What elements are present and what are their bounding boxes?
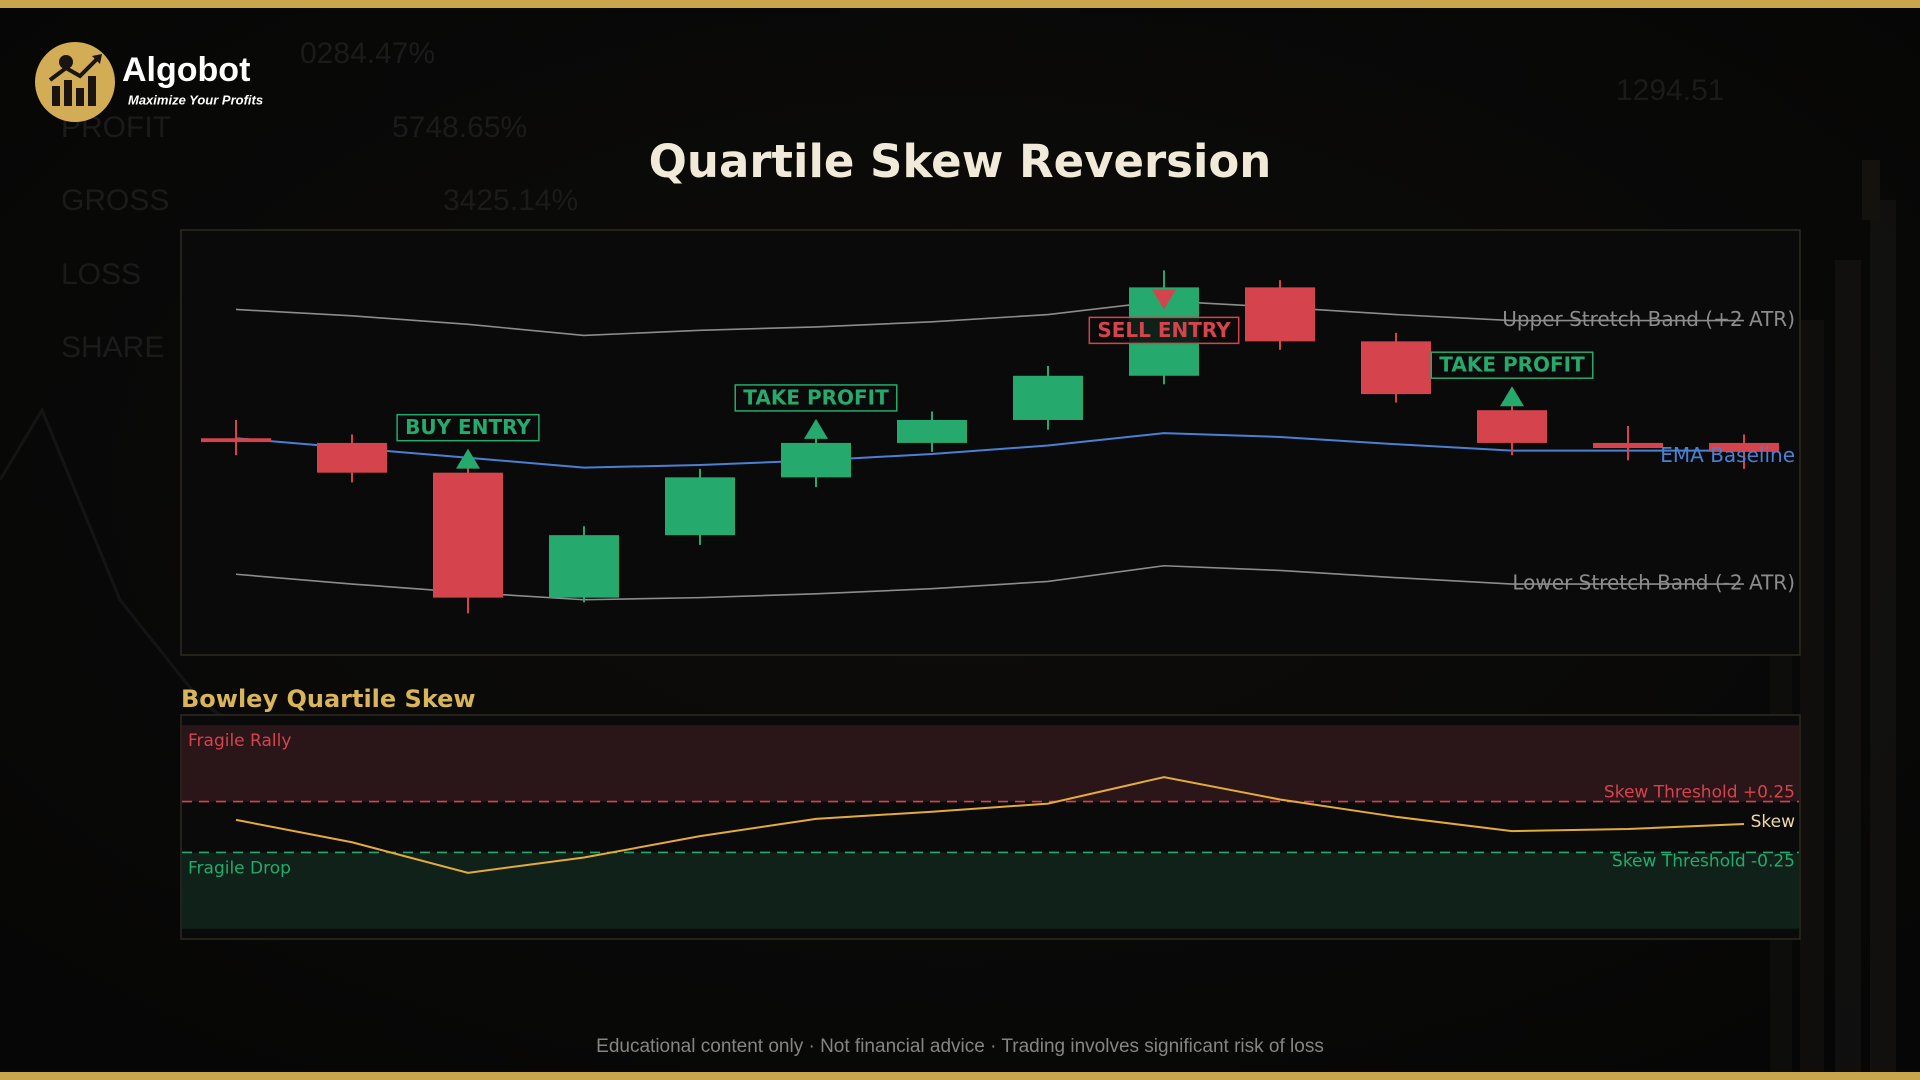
background-text: 1294.51 xyxy=(1616,74,1724,107)
candle-body xyxy=(897,419,967,443)
subchart-title: Bowley Quartile Skew xyxy=(181,685,476,713)
chart-title: Quartile Skew Reversion xyxy=(649,135,1272,188)
signal-label: TAKE PROFIT xyxy=(743,385,889,409)
candle-body xyxy=(781,442,851,478)
zone xyxy=(182,725,1799,802)
top-bar xyxy=(0,0,1920,8)
signal-box xyxy=(396,413,540,442)
signal-label: TAKE PROFIT xyxy=(1439,353,1585,377)
series-label: Upper Stretch Band (+2 ATR) xyxy=(1502,307,1795,331)
background-text: LOSS xyxy=(61,258,141,291)
bottom-bar xyxy=(0,1072,1920,1080)
candle-body xyxy=(317,442,387,473)
overlay-line xyxy=(235,432,1744,469)
footer: Educational content only · Not financial… xyxy=(596,1036,1324,1057)
candle-body xyxy=(1013,375,1083,420)
signal-box xyxy=(1088,316,1240,345)
signal-box xyxy=(734,384,898,412)
brand-name: Algobot xyxy=(122,51,250,89)
signal-box xyxy=(1430,351,1594,379)
candle-body xyxy=(1361,341,1431,395)
signal-arrow xyxy=(1152,289,1176,310)
overlay-line xyxy=(235,300,1744,337)
candle-body xyxy=(1709,442,1779,452)
candle-body xyxy=(1593,442,1663,449)
background-decoration xyxy=(0,160,1896,1080)
signal-label: SELL ENTRY xyxy=(1097,318,1231,342)
brand-tagline: Maximize Your Profits xyxy=(128,92,263,107)
candle-body xyxy=(1477,410,1547,443)
candle-body xyxy=(549,535,619,598)
candle-body xyxy=(665,477,735,536)
signal-arrow xyxy=(1500,386,1524,407)
candle-body xyxy=(433,472,503,598)
background-text: 3425.14% xyxy=(443,184,578,217)
series-label: Lower Stretch Band (-2 ATR) xyxy=(1512,571,1795,595)
background-text: 5748.65% xyxy=(392,111,527,144)
candle-body xyxy=(1245,287,1315,342)
candle-body xyxy=(201,438,271,443)
signal-arrow xyxy=(456,448,480,469)
threshold-label: Skew Threshold +0.25 xyxy=(1604,783,1795,803)
signal-arrow xyxy=(804,418,828,439)
threshold-label: Skew Threshold -0.25 xyxy=(1612,851,1795,871)
background-text: SHARE xyxy=(61,331,164,364)
zone-label: Fragile Drop xyxy=(188,858,291,878)
logo xyxy=(35,42,115,122)
background-text: 0284.47% xyxy=(300,37,435,70)
series-label: Skew xyxy=(1751,812,1795,832)
background-text: GROSS xyxy=(61,184,169,217)
series-label: EMA Baseline xyxy=(1660,443,1795,467)
signal-label: BUY ENTRY xyxy=(405,415,531,439)
zone-label: Fragile Rally xyxy=(188,731,291,751)
skew-line xyxy=(235,776,1745,874)
zone xyxy=(182,852,1799,929)
